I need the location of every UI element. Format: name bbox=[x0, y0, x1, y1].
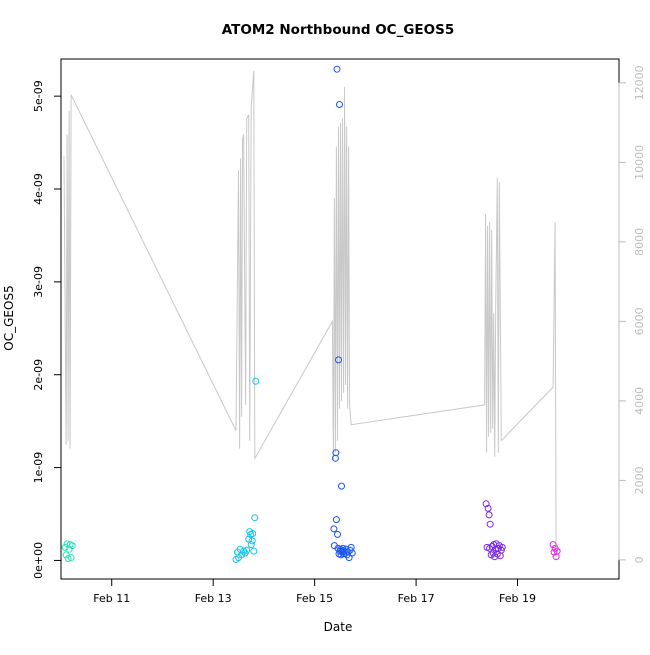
y-tick-label: 5e-09 bbox=[32, 80, 45, 112]
data-point bbox=[251, 514, 259, 522]
data-point bbox=[335, 356, 342, 364]
data-point bbox=[550, 548, 558, 556]
data-point bbox=[498, 543, 506, 551]
data-point bbox=[240, 547, 248, 555]
y2-tick-label: 12000 bbox=[633, 65, 646, 100]
data-point bbox=[348, 549, 356, 557]
y2-tick-label: 6000 bbox=[633, 307, 646, 335]
data-point bbox=[336, 101, 343, 108]
data-point bbox=[484, 504, 492, 512]
y-tick-label: 1e-09 bbox=[32, 452, 45, 484]
y2-tick-label: 10000 bbox=[633, 145, 646, 180]
x-axis-label: Date bbox=[324, 620, 353, 634]
x-tick-label: Feb 19 bbox=[499, 592, 536, 605]
y-tick-label: 2e-09 bbox=[32, 359, 45, 391]
data-point bbox=[485, 511, 493, 519]
y2-tick-label: 0 bbox=[633, 556, 646, 563]
y-tick-label: 4e-09 bbox=[32, 173, 45, 205]
data-point bbox=[333, 65, 341, 73]
x-tick-label: Feb 13 bbox=[195, 592, 232, 605]
data-point bbox=[482, 500, 490, 508]
x-tick-label: Feb 11 bbox=[93, 592, 130, 605]
y-tick-label: 3e-09 bbox=[32, 266, 45, 298]
y2-tick-label: 4000 bbox=[633, 387, 646, 415]
y-axis-label: OC_GEOS5 bbox=[2, 285, 16, 350]
data-point bbox=[243, 546, 251, 554]
data-point bbox=[549, 541, 557, 549]
data-point bbox=[486, 520, 494, 528]
data-point bbox=[332, 449, 340, 457]
chart-title: ATOM2 Northbound OC_GEOS5 bbox=[222, 22, 454, 38]
y2-axis: 0 2000 4000 6000 8000 10000 12000 bbox=[618, 65, 646, 563]
data-point bbox=[67, 554, 75, 562]
data-point bbox=[332, 516, 340, 524]
data-point bbox=[252, 377, 260, 385]
data-point bbox=[247, 541, 255, 549]
data-point bbox=[238, 551, 246, 559]
altitude-line-layer bbox=[63, 70, 557, 560]
data-point bbox=[64, 555, 72, 563]
data-point bbox=[248, 537, 256, 545]
x-axis: Feb 11 Feb 13 Feb 15 Feb 17 Feb 19 bbox=[93, 578, 536, 605]
points-layer bbox=[61, 65, 561, 563]
y-axis: 0e+00 1e-09 2e-09 3e-09 4e-09 5e-09 bbox=[32, 80, 62, 579]
data-point bbox=[245, 535, 253, 543]
y2-tick-label: 2000 bbox=[633, 466, 646, 494]
y2-tick-label: 8000 bbox=[633, 228, 646, 256]
x-tick-label: Feb 15 bbox=[296, 592, 333, 605]
y-tick-label: 0e+00 bbox=[32, 542, 45, 579]
data-point bbox=[68, 542, 76, 550]
data-point bbox=[334, 530, 341, 538]
altitude-line bbox=[63, 70, 557, 560]
data-point bbox=[338, 482, 345, 490]
data-point bbox=[250, 547, 258, 555]
data-point bbox=[249, 530, 257, 537]
data-point bbox=[553, 547, 561, 555]
x-tick-label: Feb 17 bbox=[398, 592, 435, 605]
data-point bbox=[330, 525, 338, 533]
